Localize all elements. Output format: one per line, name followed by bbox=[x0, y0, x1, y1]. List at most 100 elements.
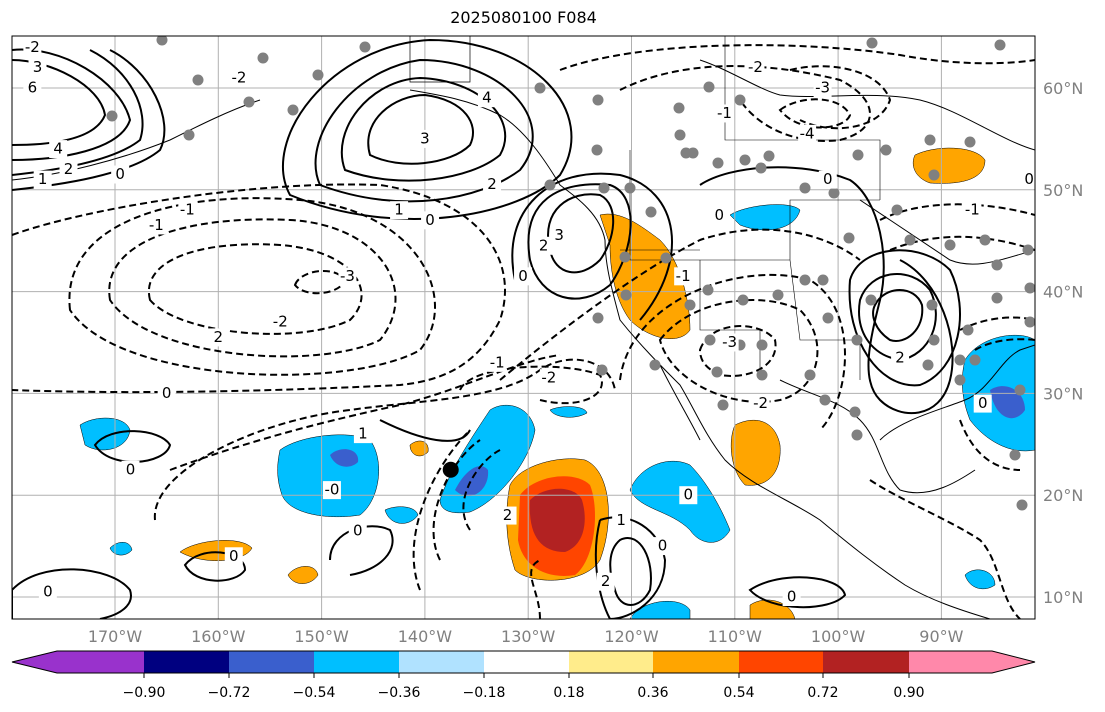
station-dot bbox=[712, 157, 724, 169]
contour-label-bg bbox=[798, 124, 817, 143]
colorbar-tick-label: 0.90 bbox=[893, 685, 924, 701]
station-dot bbox=[822, 312, 834, 324]
contour-label: 4 bbox=[53, 140, 63, 158]
station-dot bbox=[660, 252, 672, 264]
contour-label: 0 bbox=[787, 588, 797, 606]
station-dot bbox=[954, 354, 966, 366]
contour-label-bg bbox=[178, 201, 197, 220]
lon-label: 100°W bbox=[811, 627, 866, 646]
contour-label: 4 bbox=[482, 89, 492, 107]
station-dot bbox=[257, 52, 269, 64]
contour-label-bg bbox=[33, 170, 52, 189]
contour-label-bg bbox=[59, 160, 78, 179]
contour-label: -1 bbox=[490, 353, 505, 371]
station-dot bbox=[852, 149, 864, 161]
station-dot bbox=[598, 182, 610, 194]
lon-label: 160°W bbox=[191, 627, 246, 646]
map-title: 2025080100 F084 bbox=[450, 8, 597, 27]
contour-label-bg bbox=[338, 267, 357, 286]
latitude-labels: 60°N 50°N 40°N 30°N 20°N 10°N bbox=[1043, 79, 1083, 607]
contour-label: 0 bbox=[115, 165, 125, 183]
station-dot bbox=[891, 204, 903, 216]
contour-label: -4 bbox=[800, 124, 815, 142]
contour-label-bg bbox=[534, 236, 553, 255]
station-dot bbox=[866, 37, 878, 49]
colorbar-tick-label: −0.54 bbox=[293, 685, 336, 701]
station-dot bbox=[962, 324, 974, 336]
station-dot bbox=[979, 234, 991, 246]
station-dot bbox=[851, 334, 863, 346]
station-dot bbox=[684, 299, 696, 311]
colorbar-tick-label: −0.72 bbox=[208, 685, 251, 701]
contour-label-bg bbox=[751, 394, 770, 413]
longitude-labels: 170°W 160°W 150°W 140°W 130°W 120°W 110°W 100°W… bbox=[88, 627, 964, 646]
contour-label: -2 bbox=[541, 369, 556, 387]
contour-label: 0 bbox=[823, 170, 833, 188]
station-dot bbox=[703, 81, 715, 93]
contour-label: 2 bbox=[539, 236, 549, 254]
contour-label: -2 bbox=[748, 58, 763, 76]
station-dot bbox=[928, 169, 940, 181]
colorbar-tick-label: 0.36 bbox=[637, 685, 668, 701]
contour-label-bg bbox=[720, 333, 739, 352]
contour-label: -3 bbox=[722, 333, 737, 351]
station-dot bbox=[849, 406, 861, 418]
contour-label: 2 bbox=[601, 572, 611, 590]
station-dot bbox=[106, 110, 118, 122]
colorbar-segment bbox=[314, 651, 399, 673]
station-dot bbox=[737, 294, 749, 306]
station-dot bbox=[1024, 316, 1035, 328]
station-dot bbox=[964, 136, 976, 148]
contour-label-bg bbox=[498, 506, 517, 525]
station-dot bbox=[649, 359, 661, 371]
station-dot bbox=[1014, 384, 1026, 396]
contour-label-bg bbox=[963, 201, 982, 220]
lat-label: 40°N bbox=[1043, 283, 1083, 302]
station-dot bbox=[969, 354, 981, 366]
contour-label: 0 bbox=[162, 384, 172, 402]
contour-label: -3 bbox=[815, 79, 830, 97]
station-dot bbox=[865, 294, 877, 306]
contour-label-bg bbox=[348, 521, 367, 540]
station-dot bbox=[711, 366, 723, 378]
colorbar-segment bbox=[909, 651, 1035, 673]
contour-label-bg bbox=[322, 481, 341, 500]
shaded-anomalies bbox=[79, 147, 1035, 619]
contour-label-bg bbox=[23, 79, 42, 97]
colorbar-segment bbox=[229, 651, 314, 673]
station-dot bbox=[739, 154, 751, 166]
colorbar-segment bbox=[739, 651, 823, 673]
station-dot bbox=[755, 162, 767, 174]
colorbar-tick-label: 0.18 bbox=[553, 685, 584, 701]
contour-label-bg bbox=[746, 58, 765, 77]
station-dot bbox=[312, 69, 324, 81]
station-dot bbox=[828, 187, 840, 199]
colorbar-segment bbox=[144, 651, 229, 673]
colorbar-tick-label: −0.36 bbox=[378, 685, 421, 701]
lat-label: 10°N bbox=[1043, 588, 1083, 607]
contour-label: 6 bbox=[28, 79, 38, 97]
contour-label: 3 bbox=[420, 129, 430, 147]
station-dot bbox=[843, 232, 855, 244]
contour-label-bg bbox=[224, 547, 243, 566]
contour-label-bg bbox=[147, 216, 166, 235]
lat-label: 60°N bbox=[1043, 79, 1083, 98]
station-dot bbox=[944, 239, 956, 251]
lon-label: 110°W bbox=[708, 627, 763, 646]
contour-label: 0 bbox=[978, 394, 988, 412]
station-dot bbox=[620, 289, 632, 301]
station-dot bbox=[704, 334, 716, 346]
contour-label: -1 bbox=[965, 201, 980, 219]
colorbar-segment bbox=[569, 651, 653, 673]
station-dot bbox=[717, 399, 729, 411]
contour-label-bg bbox=[539, 369, 558, 388]
contour-label-bg bbox=[111, 165, 130, 184]
contour-label-bg bbox=[1020, 170, 1035, 189]
contour-label: -2 bbox=[273, 313, 288, 331]
lon-label: 170°W bbox=[88, 627, 143, 646]
contour-label-bg bbox=[612, 511, 631, 530]
station-dot bbox=[819, 394, 831, 406]
station-dot bbox=[243, 96, 255, 108]
contour-label-bg bbox=[710, 206, 729, 225]
